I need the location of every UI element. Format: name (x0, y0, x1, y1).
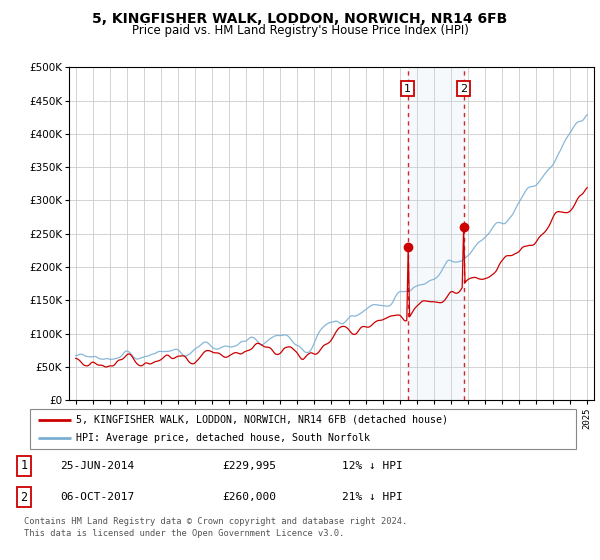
Text: 21% ↓ HPI: 21% ↓ HPI (342, 492, 403, 502)
Text: 1: 1 (404, 83, 411, 94)
Text: 2: 2 (20, 491, 28, 504)
Text: Price paid vs. HM Land Registry's House Price Index (HPI): Price paid vs. HM Land Registry's House … (131, 24, 469, 36)
Text: 5, KINGFISHER WALK, LODDON, NORWICH, NR14 6FB (detached house): 5, KINGFISHER WALK, LODDON, NORWICH, NR1… (76, 415, 448, 424)
Text: HPI: Average price, detached house, South Norfolk: HPI: Average price, detached house, Sout… (76, 433, 370, 443)
Text: £260,000: £260,000 (222, 492, 276, 502)
Text: 25-JUN-2014: 25-JUN-2014 (60, 461, 134, 471)
Text: Contains HM Land Registry data © Crown copyright and database right 2024.: Contains HM Land Registry data © Crown c… (24, 517, 407, 526)
Text: 2: 2 (460, 83, 467, 94)
FancyBboxPatch shape (30, 409, 576, 449)
Text: 12% ↓ HPI: 12% ↓ HPI (342, 461, 403, 471)
Text: This data is licensed under the Open Government Licence v3.0.: This data is licensed under the Open Gov… (24, 529, 344, 538)
Text: 5, KINGFISHER WALK, LODDON, NORWICH, NR14 6FB: 5, KINGFISHER WALK, LODDON, NORWICH, NR1… (92, 12, 508, 26)
Text: 1: 1 (20, 459, 28, 472)
Text: £229,995: £229,995 (222, 461, 276, 471)
Text: 06-OCT-2017: 06-OCT-2017 (60, 492, 134, 502)
Bar (407, 67, 464, 400)
